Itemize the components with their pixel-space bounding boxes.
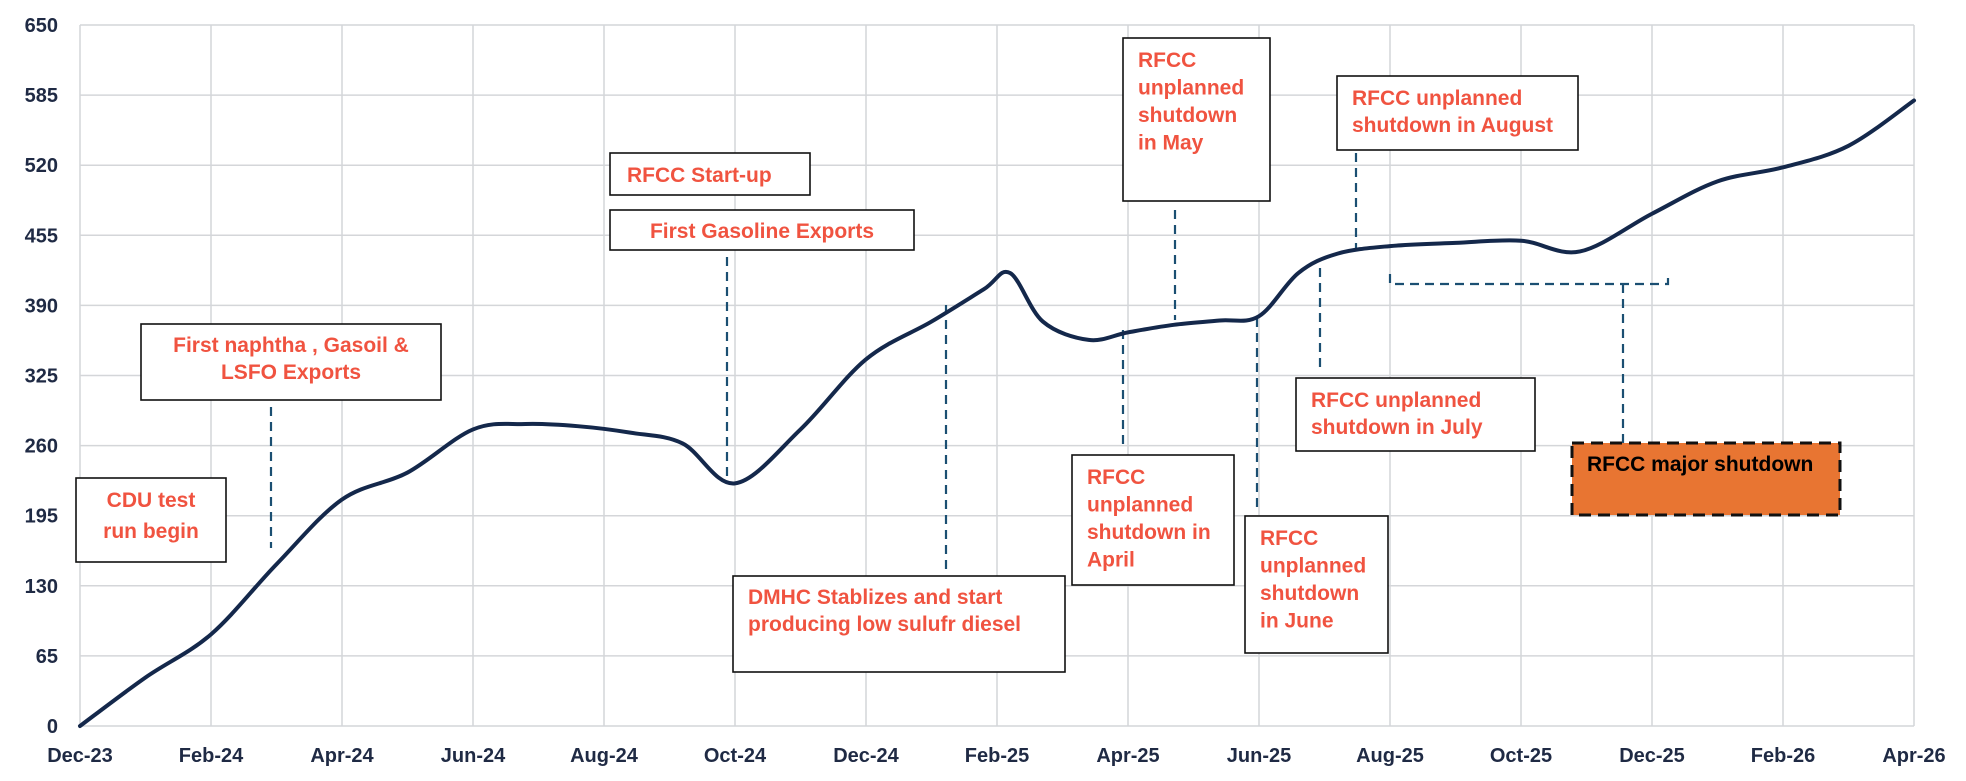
annotation-text: RFCC (1260, 527, 1318, 550)
annotation-frame (1295, 377, 1536, 452)
annotation-frame (140, 323, 442, 401)
x-tick-label: Oct-24 (704, 745, 767, 767)
x-tick-label: Dec-23 (47, 745, 113, 767)
annotation-text: shutdown (1260, 582, 1359, 605)
annotation-text: RFCC (1087, 466, 1145, 489)
annotation-frame (75, 477, 227, 563)
y-tick-label: 585 (25, 85, 58, 107)
annotation-text: shutdown in July (1311, 416, 1483, 439)
y-tick-label: 260 (25, 436, 58, 458)
annotation-frame (732, 575, 1066, 673)
annotation-box: RFCC unplanned shutdown in August (1336, 75, 1579, 151)
series-line (78, 98, 1916, 728)
annotation-text: producing low sulufr diesel (748, 613, 1021, 636)
x-tick-label: Oct-25 (1490, 745, 1552, 767)
y-tick-label: 650 (25, 15, 58, 37)
annotation-text: RFCC unplanned (1352, 87, 1522, 110)
annotation-text: First Gasoline Exports (650, 220, 874, 243)
bracket-connector (1388, 274, 1670, 286)
annotation-box: CDU test run begin (75, 477, 227, 563)
y-tick-label: 520 (25, 155, 58, 177)
annotation-frame (609, 209, 915, 251)
y-tick-label: 325 (25, 366, 58, 388)
annotation-text: unplanned (1087, 494, 1193, 517)
annotation-box: RFCC unplanned shutdown in April (1071, 454, 1235, 586)
x-tick-label: Feb-24 (179, 745, 244, 767)
y-tick-label: 0 (47, 716, 58, 738)
annotation-text: RFCC (1138, 49, 1196, 72)
annotation-box: DMHC Stablizes and start producing low su… (732, 575, 1066, 673)
annotation-text: in June (1260, 610, 1334, 633)
annotation-text: run begin (103, 520, 199, 543)
annotation-box: RFCC unplanned shutdown in July (1295, 377, 1536, 452)
x-tick-label: Feb-26 (1751, 745, 1815, 767)
x-tick-label: Apr-24 (310, 745, 374, 767)
y-tick-label: 130 (25, 576, 58, 598)
x-tick-label: Dec-24 (833, 745, 899, 767)
annotation-box: RFCC unplanned shutdown in May (1122, 37, 1271, 202)
x-tick-label: Aug-25 (1356, 745, 1424, 767)
x-tick-label: Feb-25 (965, 745, 1029, 767)
annotation-text: shutdown in (1087, 521, 1211, 544)
annotation-text: unplanned (1260, 555, 1366, 578)
annotation-box: First Gasoline Exports (609, 209, 915, 251)
annotation-text: unplanned (1138, 77, 1244, 100)
annotation-text: DMHC Stablizes and start (748, 586, 1002, 609)
annotation-text: RFCC major shutdown (1587, 453, 1813, 476)
x-tick-label: Apr-26 (1882, 745, 1945, 767)
x-tick-label: Jun-24 (441, 745, 506, 767)
annotation-box: First naphtha , Gasoil & LSFO Exports (140, 323, 442, 401)
annotation-frame (1071, 454, 1235, 586)
y-tick-label: 390 (25, 295, 58, 317)
y-tick-label: 65 (36, 646, 58, 668)
annotation-frame (1244, 515, 1389, 654)
annotation-text: April (1087, 549, 1135, 572)
annotation-frame (1336, 75, 1579, 151)
x-tick-label: Aug-24 (570, 745, 639, 767)
annotation-frame (1570, 441, 1842, 517)
annotation-frame (1122, 37, 1271, 202)
annotation-text: CDU test (107, 489, 196, 512)
annotation-text: shutdown in August (1352, 114, 1553, 137)
annotation-text: shutdown (1138, 104, 1237, 127)
annotation-text: RFCC Start-up (627, 164, 772, 187)
annotations: CDU test run begin First naphtha , Gasoil … (75, 37, 1842, 673)
annotation-box: RFCC major shutdown (1570, 441, 1842, 517)
series-line-group (78, 98, 1916, 728)
y-tick-label: 195 (25, 506, 58, 528)
annotation-text: LSFO Exports (221, 361, 361, 384)
x-tick-label: Apr-25 (1096, 745, 1159, 767)
annotation-box: RFCC unplanned shutdown in June (1244, 515, 1389, 654)
annotation-text: First naphtha , Gasoil & (173, 334, 409, 357)
x-tick-label: Dec-25 (1619, 745, 1685, 767)
annotation-box: RFCC Start-up (609, 152, 811, 196)
annotation-connectors (269, 153, 1670, 573)
x-tick-label: Jun-25 (1227, 745, 1291, 767)
annotation-text: in May (1138, 132, 1204, 155)
annotation-frame (609, 152, 811, 196)
y-tick-label: 455 (25, 225, 58, 247)
axes: 0 65 130 195 260 325 390 455 520 585 650 Dec-23 Feb-… (25, 15, 1946, 767)
annotation-text: RFCC unplanned (1311, 389, 1481, 412)
